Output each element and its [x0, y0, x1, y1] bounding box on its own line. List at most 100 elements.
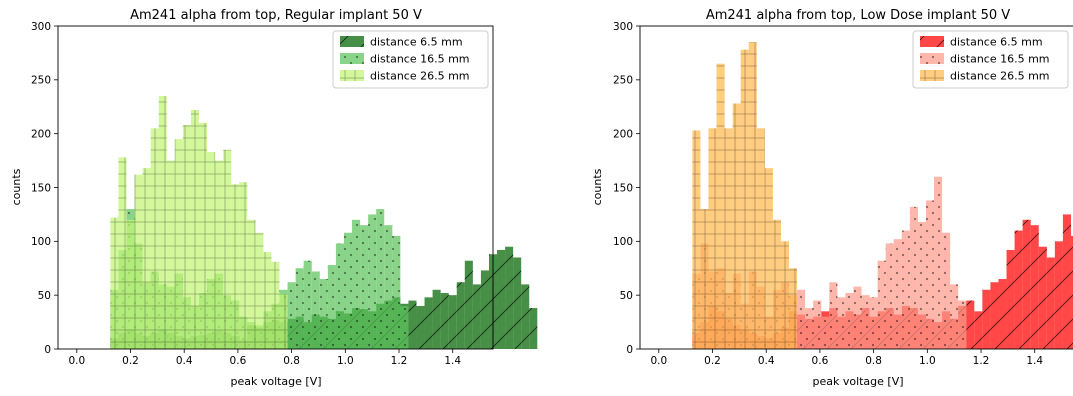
x-tick-label: 0.4 — [176, 355, 193, 367]
bar-hatch — [1070, 235, 1073, 349]
chart-low-dose-implant: Am241 alpha from top, Low Dose implant 5… — [591, 8, 1073, 388]
bars-layer — [110, 95, 538, 350]
y-tick-label: 250 — [31, 75, 51, 87]
bar-hatch — [295, 268, 304, 349]
bar-hatch — [958, 300, 967, 349]
series-3 — [110, 95, 288, 350]
bar-hatch — [311, 271, 320, 349]
x-tick-label: 1.0 — [919, 355, 936, 367]
bar-hatch — [513, 257, 522, 349]
bar-hatch — [829, 282, 838, 349]
bar-hatch — [126, 219, 135, 349]
bar-hatch — [1014, 230, 1023, 349]
bar-hatch — [780, 241, 790, 349]
bar-hatch — [505, 246, 514, 349]
bar-hatch — [223, 149, 232, 349]
bar-hatch — [142, 168, 151, 349]
bar-hatch — [772, 219, 781, 349]
bar-hatch — [529, 308, 538, 349]
bar-hatch — [845, 293, 854, 349]
bar-hatch — [207, 151, 216, 349]
bar-hatch — [182, 125, 191, 349]
bar-hatch — [118, 157, 127, 349]
bar-hatch — [239, 182, 248, 349]
x-tick-label: 0.2 — [704, 355, 721, 367]
bar-hatch — [271, 261, 280, 349]
bar-hatch — [998, 279, 1007, 349]
bar-hatch — [408, 300, 417, 349]
bar-hatch — [764, 168, 773, 349]
bar-hatch — [376, 209, 385, 349]
bar-hatch — [150, 128, 159, 349]
bar-hatch — [279, 294, 288, 349]
bar-hatch — [1022, 219, 1031, 349]
axes-frame — [639, 25, 1073, 350]
bar-hatch — [732, 103, 741, 350]
bar-hatch — [456, 282, 465, 349]
bar-hatch — [982, 289, 991, 349]
series-3 — [692, 42, 798, 350]
bar-hatch — [974, 311, 983, 349]
bar-hatch — [716, 63, 725, 349]
legend-hatch-26-5mm — [340, 70, 364, 81]
bar-hatch — [190, 109, 199, 349]
y-tick-label: 150 — [613, 182, 633, 194]
x-axis-label: peak voltage [V] — [230, 375, 321, 388]
bar-hatch — [724, 128, 733, 349]
y-tick-label: 200 — [613, 128, 633, 140]
bar-hatch — [319, 279, 328, 349]
bar-hatch — [901, 230, 910, 349]
bar-hatch — [966, 300, 975, 349]
bar-hatch — [231, 184, 240, 349]
bar-hatch — [472, 284, 481, 349]
bar-hatch — [392, 235, 401, 349]
bar-hatch — [821, 316, 830, 349]
bar-hatch — [853, 286, 862, 349]
bar-hatch — [464, 260, 473, 349]
legend-label-16-5mm: distance 16.5 mm — [950, 53, 1050, 66]
bar-hatch — [110, 217, 119, 349]
x-tick-label: 0.6 — [812, 355, 829, 367]
bar-hatch — [708, 128, 717, 349]
ticks-layer: 0.0 0.2 0.4 0.6 0.8 1.0 1.2 1.4 0 50 100 150 200 250 3… — [613, 21, 1043, 367]
legend: distance 6.5 mm distance 16.5 mm distanc… — [912, 30, 1069, 89]
legend: distance 6.5 mm distance 16.5 mm distanc… — [332, 30, 489, 89]
bar-hatch — [861, 295, 870, 349]
bar-hatch — [166, 160, 175, 349]
bar-hatch — [756, 128, 765, 349]
bar-hatch — [247, 219, 256, 349]
bar-hatch — [893, 239, 902, 349]
x-tick-label: 0.8 — [283, 355, 300, 367]
bar-hatch — [400, 305, 409, 349]
bar-hatch — [813, 300, 822, 349]
bar-hatch — [384, 225, 393, 349]
bar-hatch — [521, 284, 530, 349]
legend-label-16-5mm: distance 16.5 mm — [370, 53, 470, 66]
bar-hatch — [255, 232, 264, 349]
x-tick-label: 0.6 — [230, 355, 247, 367]
x-tick-label: 0.2 — [122, 355, 139, 367]
legend-hatch-16-5mm — [920, 53, 944, 64]
bar-hatch — [303, 260, 312, 349]
bar-hatch — [416, 305, 425, 349]
y-tick-label: 100 — [613, 236, 633, 248]
bar-hatch — [215, 160, 224, 349]
chart-regular-implant: Am241 alpha from top, Regular implant 50… — [10, 8, 538, 388]
bar-hatch — [198, 122, 208, 350]
x-tick-label: 0.4 — [758, 355, 775, 367]
bar-hatch — [448, 295, 457, 349]
bar-hatch — [925, 200, 935, 349]
legend-label-26-5mm: distance 26.5 mm — [950, 70, 1050, 83]
x-tick-label: 1.2 — [973, 355, 990, 367]
y-tick-label: 0 — [626, 344, 633, 356]
x-tick-label: 1.2 — [391, 355, 408, 367]
bar-hatch — [1030, 225, 1039, 349]
x-axis-label: peak voltage [V] — [812, 375, 903, 388]
bar-hatch — [877, 260, 886, 349]
y-tick-label: 200 — [31, 128, 51, 140]
bar-hatch — [480, 270, 489, 349]
bar-hatch — [950, 284, 959, 349]
bar-hatch — [797, 289, 806, 349]
x-tick-label: 1.4 — [444, 355, 461, 367]
